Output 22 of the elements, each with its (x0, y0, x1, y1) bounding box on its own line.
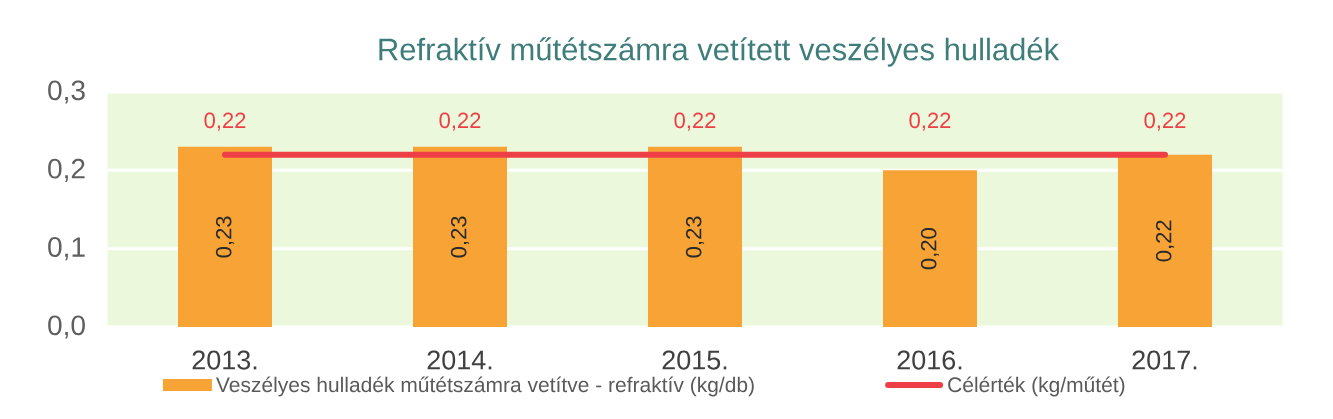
data-label: 0,23 (450, 216, 470, 258)
data-label: 0,22 (674, 112, 716, 131)
y-tick-label: 0,0 (48, 315, 85, 339)
data-label: 0,22 (1144, 112, 1186, 131)
x-tick-label: 2015. (662, 350, 727, 370)
data-label: 0,23 (685, 216, 705, 258)
y-tick-label: 0,2 (48, 158, 85, 182)
data-label: 0,22 (909, 112, 951, 131)
data-label: 0,20 (920, 228, 940, 270)
x-tick-label: 2017. (1132, 350, 1197, 370)
data-label: 0,23 (215, 216, 235, 258)
y-tick-label: 0,3 (48, 80, 85, 104)
x-tick-label: 2014. (427, 350, 492, 370)
legend-label: Veszélyes hulladék műtétszámra vetítve - refraktív (kg/db) (216, 376, 754, 397)
chart-title: Refraktív műtétszámra vetített veszélyes hulladék (379, 37, 1060, 67)
data-label: 0,22 (1155, 220, 1175, 262)
legend-label: Célérték (kg/műtét) (948, 376, 1125, 397)
data-label: 0,22 (439, 112, 481, 131)
x-tick-label: 2016. (897, 350, 962, 370)
x-tick-label: 2013. (192, 350, 257, 370)
data-label: 0,22 (204, 112, 246, 131)
y-tick-label: 0,1 (48, 237, 85, 261)
